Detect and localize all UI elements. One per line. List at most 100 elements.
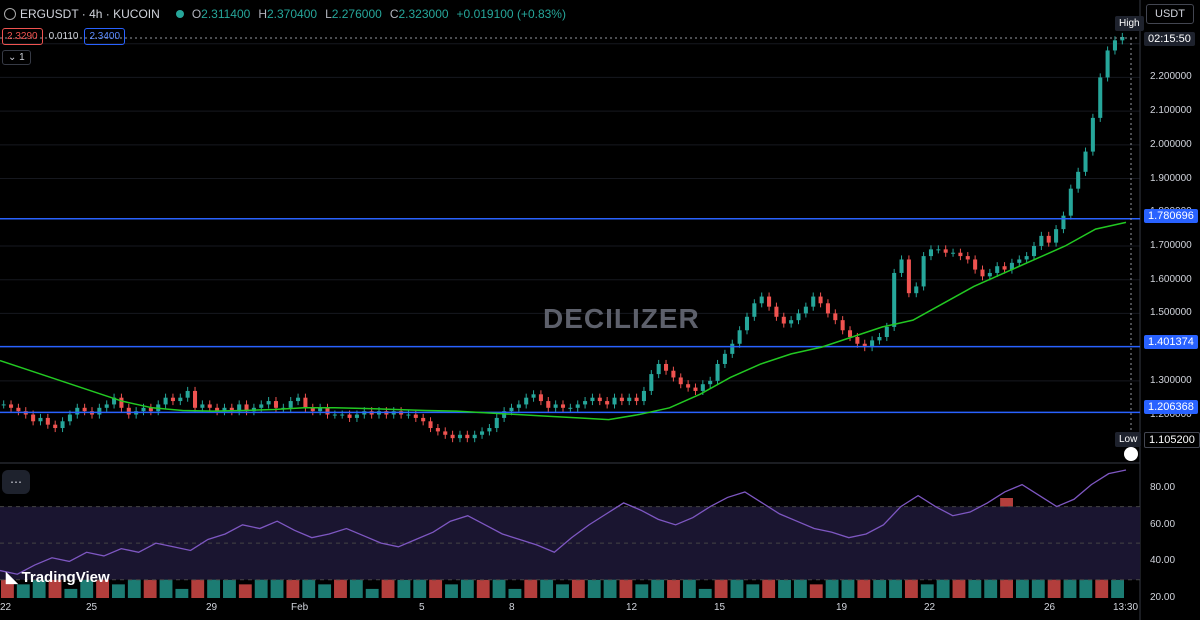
candle-body [664,363,669,371]
volume-bar [223,579,236,598]
candle-body [744,316,750,331]
open-key: O [191,7,202,21]
candle-body [634,397,639,402]
volume-bar [445,584,458,598]
candle-body [215,407,220,412]
tradingview-logo[interactable]: ◣ TradingView [6,568,110,587]
candle-body [627,397,632,402]
candle-body [847,330,853,338]
volume-bar [1079,575,1093,598]
volume-bar [841,575,855,598]
candle-body [641,390,646,402]
candle-body [818,296,823,304]
candle-body [494,417,499,429]
volume-bar [112,584,125,598]
spread-value: 0.0110 [48,31,79,42]
candle-body [524,397,529,405]
candle-body [906,259,911,294]
price-tick: 1.700000 [1150,239,1192,251]
candle-body [811,296,816,307]
candle-body [450,434,455,439]
volume-bar [746,584,760,598]
volume-bar [778,579,791,598]
volume-bar [175,588,189,598]
high-key: H [258,7,267,21]
low-price-label: 1.105200 [1144,432,1200,448]
indicator-menu-button[interactable]: ⋯ [2,470,30,494]
candle-body [332,414,337,416]
candle-body [97,407,102,415]
candle-body [222,407,227,412]
volume-bar [270,575,284,598]
candle-body [590,397,595,402]
candle-body [825,303,830,314]
volume-bar [238,584,252,598]
high-value: 2.370400 [267,7,318,21]
candle-body [1105,50,1110,78]
candle-body [325,407,330,415]
candle-body [560,404,566,408]
candle-body [789,320,794,324]
candle-body [1009,262,1014,270]
candle-body [273,401,279,408]
time-tick: 13:30 [1113,602,1139,613]
volume-bar [397,579,411,598]
volume-bar [476,579,490,598]
candle-body [730,343,735,354]
volume-bar [587,579,601,598]
candle-body [82,407,87,412]
candle-body [347,414,352,418]
candle-body [413,414,418,418]
candle-body [148,407,153,412]
candle-body [884,326,889,338]
time-tick: 26 [1044,602,1056,613]
currency-selector[interactable]: USDT [1146,4,1194,24]
volume-bar [968,579,982,598]
sell-button[interactable]: 2.3290 [2,28,43,45]
candle-body [671,370,676,378]
volume-bar [365,588,379,598]
candle-body [803,306,808,314]
trade-panel: 2.3290 0.0110 2.3400 [2,28,126,45]
symbol-title[interactable]: ERGUSDT · 4h · KUCOIN [20,7,160,21]
candle-body [1061,215,1066,230]
candle-body [1112,40,1117,51]
candle-body [516,404,521,408]
candle-body [163,397,168,405]
candle-body [1054,229,1059,243]
low-value: 2.276000 [331,7,382,21]
watermark: DECILIZER [543,303,700,334]
price-tick: 1.300000 [1150,374,1192,386]
candle-body [266,401,271,405]
candle-body [1,404,6,406]
candle-body [774,306,779,317]
volume-bar [730,575,744,598]
candle-body [112,397,117,405]
time-tick: 29 [206,602,218,613]
volume-bar [286,579,300,598]
buy-button[interactable]: 2.3400 [84,28,126,45]
candle-body [126,407,131,415]
candle-body [480,431,485,435]
candle-body [16,407,21,412]
quantity-selector[interactable]: ⌄ 1 [2,50,31,65]
candle-body [67,414,72,422]
candle-body [1017,259,1022,263]
price-tick: 1.900000 [1150,172,1192,184]
volume-bar [920,584,934,598]
candle-body [406,414,411,416]
us-flag-icon [1124,447,1138,461]
candle-body [943,249,948,253]
price-tick: 2.100000 [1150,105,1192,117]
rsi-band [0,506,1140,581]
volume-bar [952,575,966,598]
candle-body [244,404,249,412]
volume-bar [143,579,157,598]
candle-body [936,249,941,251]
candle-body [288,401,293,408]
candle-body [767,296,772,307]
close-value: 2.323000 [398,7,449,21]
rsi-series [0,469,1127,575]
candle-body [752,303,757,317]
